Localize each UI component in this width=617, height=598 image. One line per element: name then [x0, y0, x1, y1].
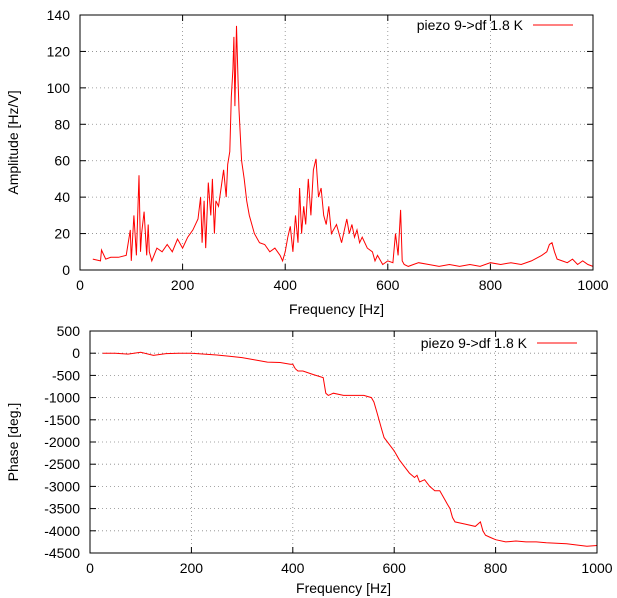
phase-x-tick-label: 200 — [180, 560, 204, 576]
amplitude-x-axis-label: Frequency [Hz] — [289, 301, 384, 317]
phase-y-tick-label: -2000 — [44, 434, 80, 450]
amplitude-y-tick-label: 140 — [47, 7, 71, 23]
amplitude-x-tick-label: 600 — [376, 277, 400, 293]
amplitude-x-tick-label: 1000 — [577, 277, 608, 293]
phase-y-axis-label: Phase [deg.] — [5, 403, 21, 482]
amplitude-y-tick-label: 20 — [54, 226, 70, 242]
amplitude-y-tick-label: 40 — [54, 189, 70, 205]
phase-series-line — [102, 351, 598, 547]
phase-legend-label: piezo 9->df 1.8 K — [421, 335, 528, 351]
phase-y-tick-label: 500 — [57, 323, 81, 339]
phase-y-tick-label: -3000 — [44, 478, 80, 494]
amplitude-series-line — [92, 25, 594, 267]
phase-x-axis-label: Frequency [Hz] — [296, 580, 391, 596]
phase-chart: 0 200 400 600 800 1000 500 0 -500 -1000 -1500 -2000… — [5, 323, 613, 596]
amplitude-y-tick-label: 0 — [62, 262, 70, 278]
phase-y-tick-label: -3500 — [44, 501, 80, 517]
amplitude-y-tick-label: 60 — [54, 153, 70, 169]
phase-y-tick-label: 0 — [72, 345, 80, 361]
amplitude-x-tick-label: 800 — [479, 277, 503, 293]
amplitude-x-tick-label: 0 — [76, 277, 84, 293]
amplitude-x-tick-label: 200 — [171, 277, 195, 293]
amplitude-y-tick-label: 100 — [47, 80, 71, 96]
phase-x-tick-label: 0 — [86, 560, 94, 576]
amplitude-x-tick-label: 400 — [274, 277, 298, 293]
amplitude-y-tick-label: 120 — [47, 43, 71, 59]
phase-y-tick-label: -4500 — [44, 545, 80, 561]
amplitude-plot-frame — [79, 14, 594, 271]
amplitude-y-axis-label: Amplitude [Hz/V] — [5, 90, 21, 194]
phase-y-tick-label: -1500 — [44, 412, 80, 428]
amplitude-y-tick-label: 80 — [54, 116, 70, 132]
phase-y-tick-label: -2500 — [44, 456, 80, 472]
phase-x-tick-label: 600 — [383, 560, 407, 576]
phase-x-tick-label: 800 — [484, 560, 508, 576]
amplitude-legend-label: piezo 9->df 1.8 K — [417, 17, 524, 33]
phase-x-tick-label: 400 — [281, 560, 305, 576]
amplitude-chart: 0 200 400 600 800 1000 0 20 40 60 80 100 120 140 Frequ… — [5, 7, 609, 317]
phase-y-tick-label: -1000 — [44, 390, 80, 406]
phase-y-tick-label: -500 — [52, 367, 80, 383]
phase-x-tick-label: 1000 — [581, 560, 612, 576]
phase-y-tick-label: -4000 — [44, 523, 80, 539]
